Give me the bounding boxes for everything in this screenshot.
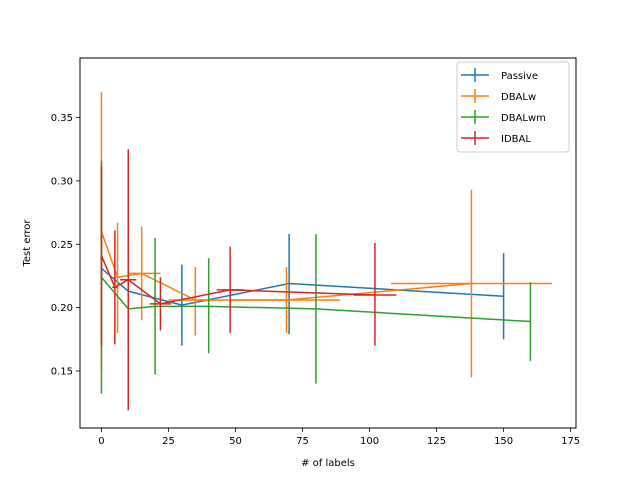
- x-axis-label: # of labels: [301, 458, 355, 469]
- y-tick-label: 0.20: [51, 303, 73, 314]
- y-tick-label: 0.15: [51, 366, 73, 377]
- x-tick-label: 100: [360, 436, 379, 447]
- x-tick-label: 125: [427, 436, 446, 447]
- x-tick-label: 150: [494, 436, 513, 447]
- x-tick-label: 0: [98, 436, 104, 447]
- legend-label-dbalw: DBALw: [501, 92, 536, 103]
- x-tick-label: 75: [296, 436, 309, 447]
- series-line-idbal: [100, 255, 375, 305]
- legend-label-idbal: IDBAL: [501, 134, 531, 145]
- y-tick-label: 0.25: [51, 240, 73, 251]
- y-tick-label: 0.30: [51, 176, 73, 187]
- series-idbal: [100, 149, 397, 411]
- legend-label-passive: Passive: [501, 71, 538, 82]
- plot-area: [100, 92, 552, 411]
- x-tick-label: 175: [561, 436, 580, 447]
- legend-label-dbalwm: DBALwm: [501, 113, 546, 124]
- x-tick-label: 50: [229, 436, 242, 447]
- y-axis-label: Test error: [22, 219, 33, 268]
- series-line-dbalwm: [100, 276, 531, 323]
- y-axis: 0.15 0.20 0.25 0.30 0.35: [51, 113, 80, 377]
- x-tick-label: 25: [162, 436, 175, 447]
- y-tick-label: 0.35: [51, 113, 73, 124]
- legend-frame: [456, 61, 570, 153]
- legend: Passive DBALw DBALwm IDBAL: [456, 61, 570, 153]
- x-axis: 0 25 50 75 100 125 150 175: [98, 428, 580, 447]
- axes-frame: [79, 57, 577, 429]
